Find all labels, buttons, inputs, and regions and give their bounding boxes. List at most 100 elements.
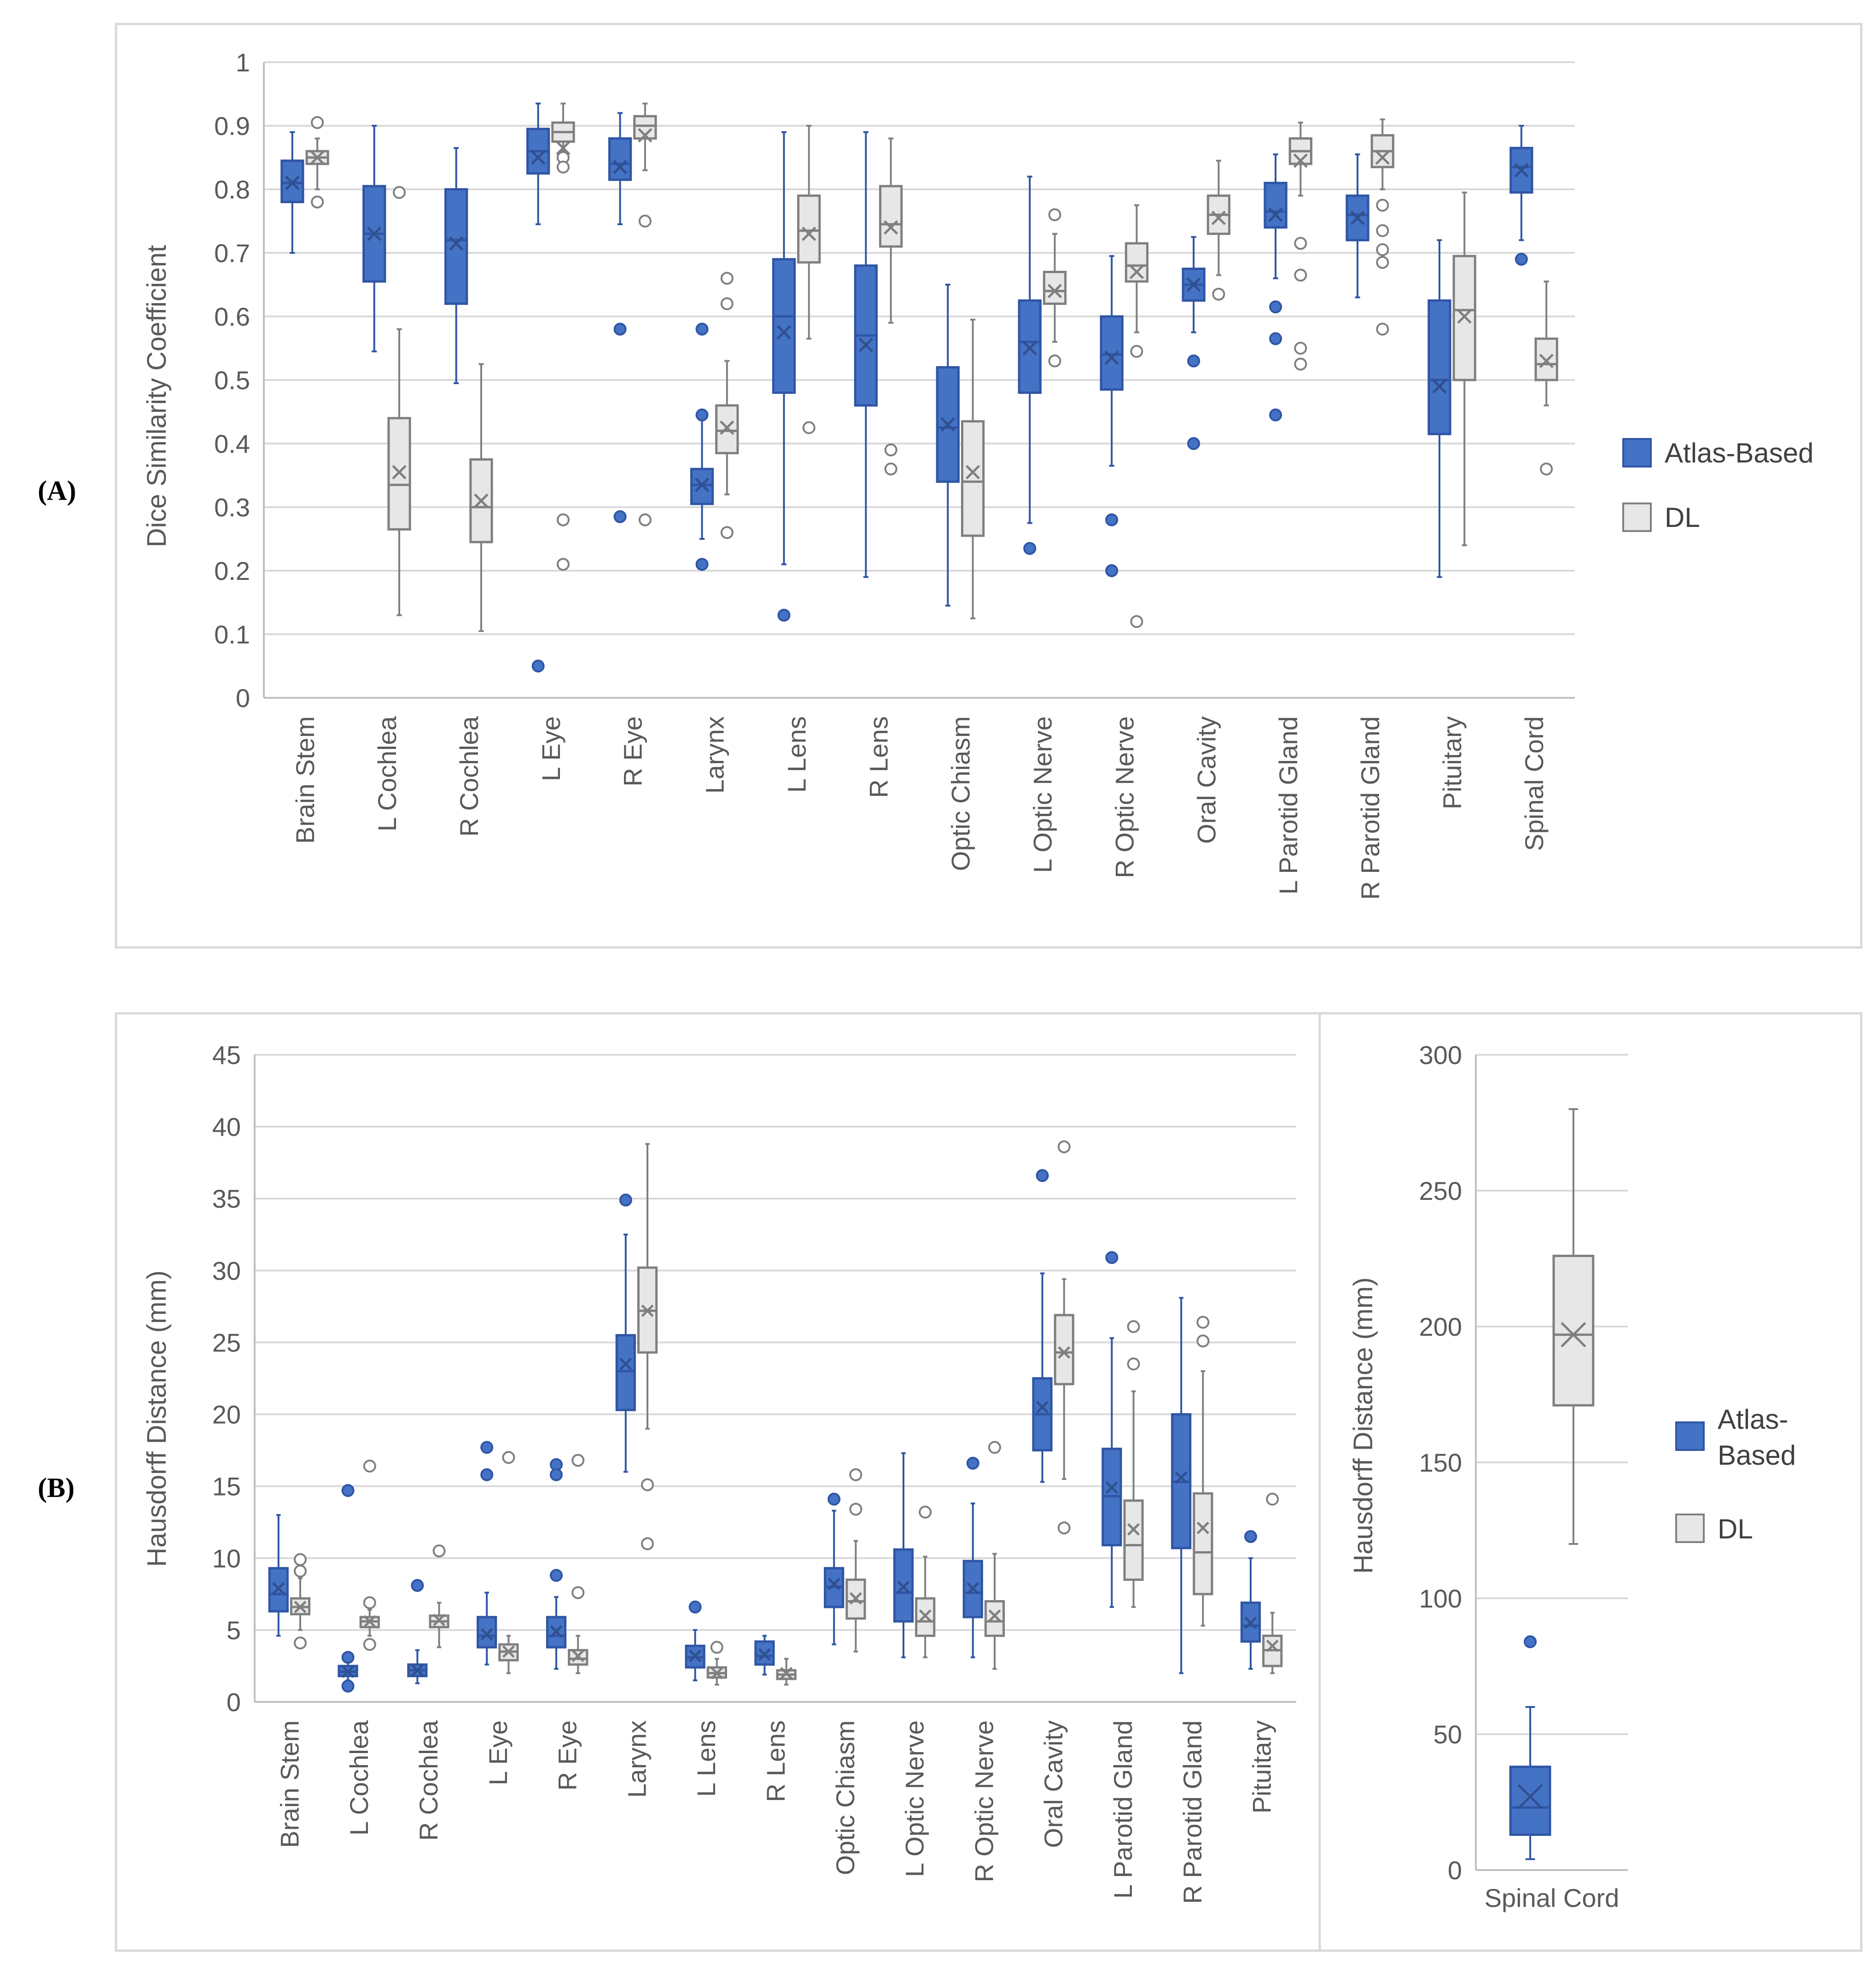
mean-marker [1432, 379, 1447, 394]
panel-label-a: (A) [38, 475, 76, 506]
outlier-point [549, 1569, 563, 1582]
outlier-point [1127, 1320, 1140, 1333]
y-tick-label: 0 [227, 1688, 241, 1717]
mean-marker [827, 1578, 840, 1590]
x-category-label: Optic Chiasm [831, 1720, 860, 1875]
mean-marker [272, 1582, 285, 1595]
outlier-point [1130, 345, 1143, 358]
legend-b-dl-swatch [1675, 1514, 1705, 1543]
mean-marker [988, 1609, 1001, 1622]
x-category-label: Larynx [700, 716, 729, 794]
outlier-point [1376, 322, 1389, 336]
outlier-point [1294, 357, 1307, 371]
outlier-point [294, 1553, 307, 1566]
x-category-label: R Parotid Gland [1356, 716, 1385, 900]
legend-b-atlas-label-2: Based [1718, 1440, 1796, 1471]
outlier-point [556, 160, 570, 174]
mean-marker [919, 1609, 932, 1622]
mean-marker [758, 1648, 771, 1661]
mean-marker [1268, 207, 1283, 222]
x-category-label: Pituitary [1438, 716, 1467, 809]
mean-marker [1129, 264, 1144, 280]
box-dl [1552, 1255, 1595, 1407]
outlier-point [1130, 615, 1143, 628]
box-atlas [546, 1616, 567, 1648]
box-atlas [1346, 194, 1369, 241]
legend-a-atlas-label: Atlas-Based [1665, 438, 1814, 468]
x-category-label: R Eye [618, 716, 647, 787]
outlier-point [480, 1441, 494, 1454]
box-dl [1123, 1499, 1144, 1581]
y-tick-label: 0.9 [214, 111, 250, 140]
box-dl [1043, 270, 1067, 305]
x-category-label: R Optic Nerve [1110, 716, 1139, 878]
y-tick-label: 30 [212, 1256, 241, 1285]
box-atlas [1509, 1765, 1551, 1836]
mean-marker [531, 150, 546, 165]
y-tick-label: 150 [1419, 1448, 1462, 1477]
outlier-point [341, 1679, 355, 1693]
legend-a-atlas-swatch [1622, 438, 1652, 468]
x-category-label: L Cochlea [344, 1720, 373, 1836]
outlier-point [638, 215, 652, 228]
x-category-label: L Lens [782, 716, 811, 793]
chart-c-ylabel: Hausdorff Distance (mm) [1348, 1277, 1378, 1574]
mean-marker [694, 478, 710, 492]
mean-marker [1186, 277, 1201, 292]
box-atlas [1509, 146, 1533, 194]
chart-b-hausdorff: 0 5 10 15 20 25 30 35 40 45 Brain Stem L Cochlea R C… [212, 1041, 1296, 1904]
x-category-label: Optic Chiasm [946, 716, 975, 871]
box-dl [961, 420, 985, 537]
panel-label-b: (B) [38, 1473, 75, 1503]
outlier-point [294, 1564, 307, 1578]
y-tick-label: 5 [227, 1616, 241, 1645]
outlier-point [1294, 342, 1307, 355]
mean-marker [711, 1667, 723, 1680]
outlier-point [641, 1537, 654, 1550]
legend-b-dl-label: DL [1718, 1514, 1753, 1544]
y-tick-label: 0.4 [214, 429, 250, 458]
outlier-point [556, 513, 570, 526]
mean-marker [550, 1625, 563, 1638]
mean-marker [641, 1304, 654, 1317]
legend-a-dl-swatch [1622, 503, 1652, 532]
outlier-point [638, 513, 652, 526]
outlier-point [1127, 1357, 1140, 1371]
mean-marker [1517, 1784, 1543, 1810]
outlier-point [1244, 1530, 1257, 1543]
chart-a-ylabel: Dice Similarity Coefficient [142, 245, 172, 547]
y-tick-label: 20 [212, 1400, 241, 1429]
box-atlas [444, 188, 468, 305]
outlier-point [1105, 564, 1119, 577]
outlier-point [531, 660, 545, 672]
outlier-point [849, 1502, 862, 1516]
y-tick-label: 25 [212, 1328, 241, 1357]
mean-marker [449, 236, 464, 251]
box-dl [1193, 1492, 1213, 1596]
x-category-label: L Parotid Gland [1274, 716, 1303, 894]
x-category-label: L Parotid Gland [1108, 1720, 1137, 1899]
mean-marker [619, 1357, 632, 1370]
x-category-label: L Optic Nerve [900, 1720, 929, 1877]
mean-marker [884, 220, 898, 235]
mean-marker [802, 226, 816, 241]
outlier-point [641, 1478, 654, 1491]
outlier-point [720, 272, 734, 285]
outlier-point [720, 297, 734, 310]
x-category-label: R Cochlea [454, 716, 484, 836]
mean-marker [940, 417, 955, 432]
mean-marker [1022, 341, 1037, 356]
mean-marker [1104, 351, 1119, 365]
outlier-point [363, 1638, 376, 1651]
box-dl [879, 185, 903, 248]
outlier-point [1294, 237, 1307, 250]
mean-marker [612, 160, 628, 175]
x-category-label: L Optic Nerve [1028, 716, 1057, 873]
outlier-point [1269, 300, 1282, 314]
mean-marker [363, 1615, 376, 1628]
outlier-point [363, 1459, 376, 1473]
outlier-point [884, 462, 897, 476]
mean-marker [780, 1667, 793, 1680]
box-atlas [1427, 299, 1451, 435]
